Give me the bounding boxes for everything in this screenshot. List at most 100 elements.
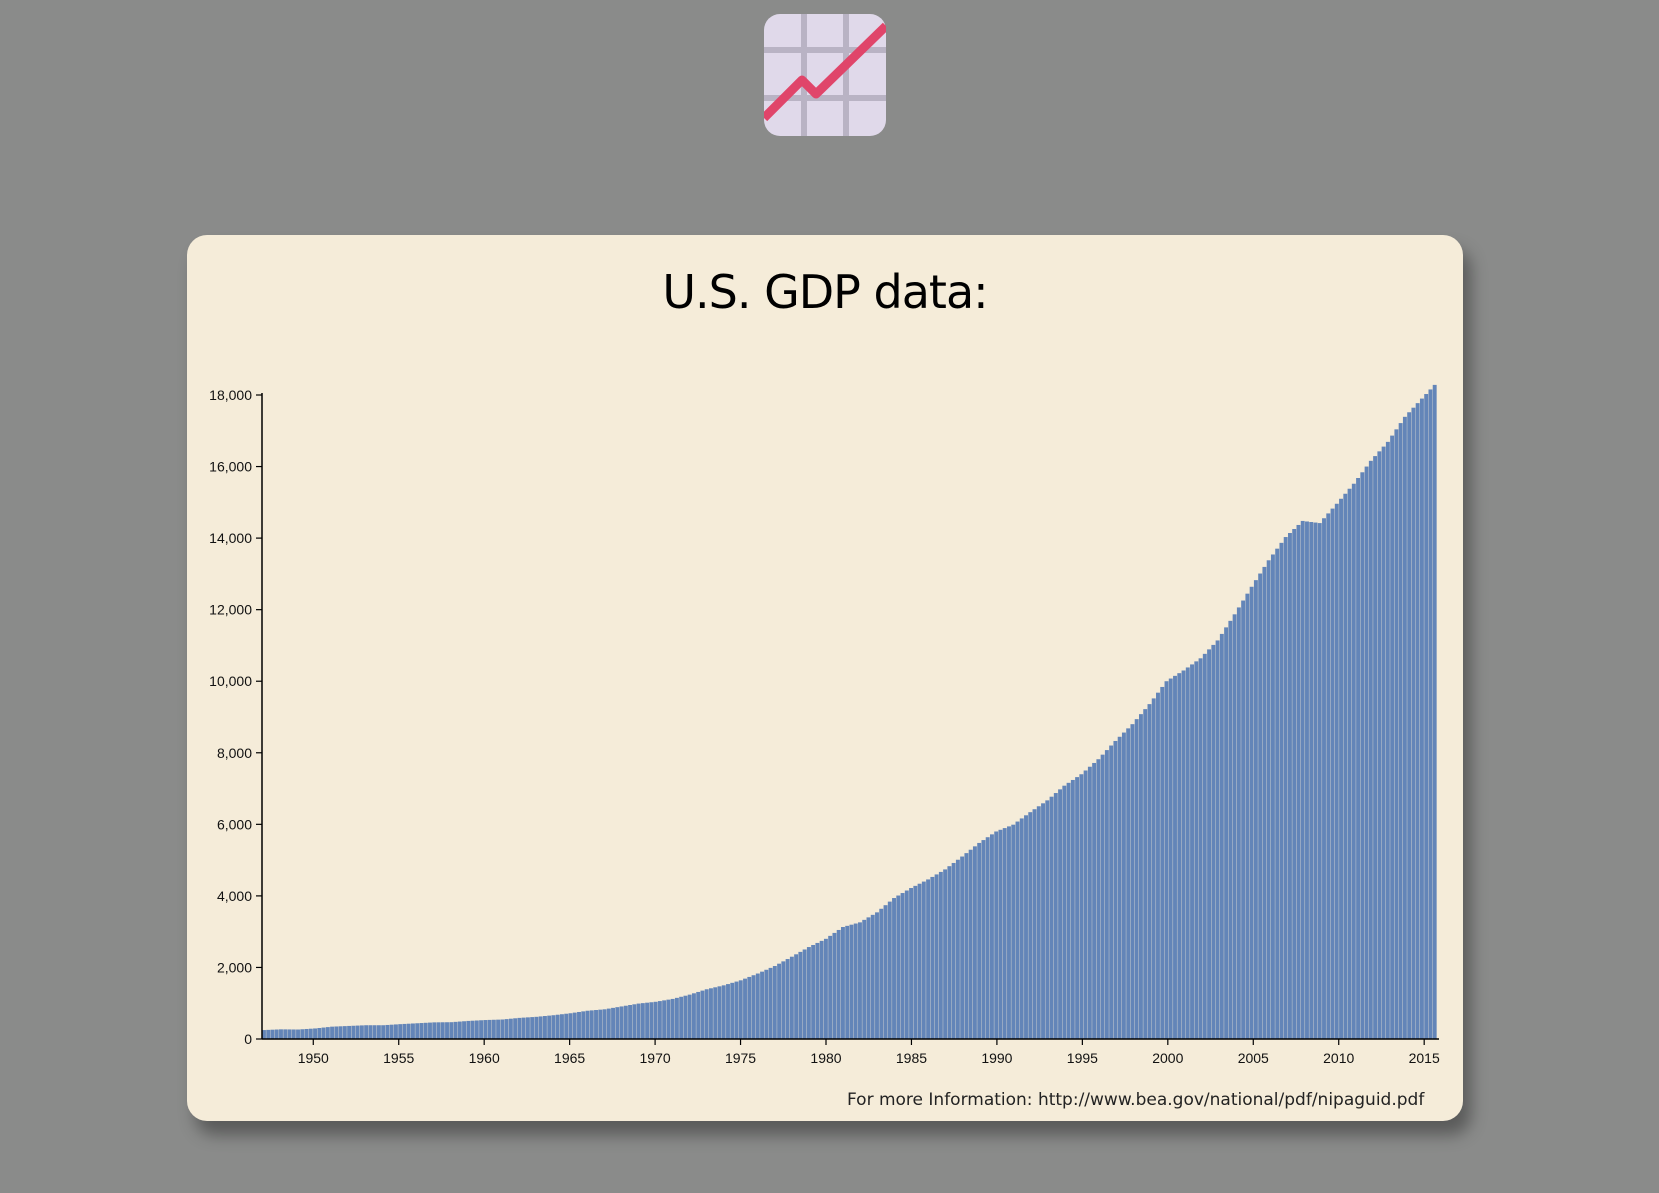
gdp-bar — [870, 914, 875, 1039]
gdp-bar — [955, 859, 960, 1039]
gdp-bar — [1202, 653, 1207, 1039]
gdp-bar — [500, 1019, 505, 1039]
gdp-bar — [1011, 824, 1016, 1039]
gdp-bar — [700, 990, 705, 1039]
gdp-bar — [1266, 560, 1271, 1039]
gdp-bar — [1432, 384, 1437, 1039]
gdp-bar — [453, 1021, 458, 1039]
gdp-bar — [538, 1016, 543, 1039]
gdp-bar — [347, 1025, 352, 1039]
gdp-bar — [564, 1013, 569, 1039]
gdp-bar — [1007, 826, 1011, 1039]
gdp-bar — [300, 1029, 305, 1039]
gdp-bar — [1104, 750, 1109, 1039]
gdp-bar — [517, 1017, 522, 1039]
gdp-bar — [1066, 782, 1071, 1039]
gdp-bar — [726, 984, 730, 1039]
gdp-bar — [1288, 533, 1292, 1039]
gdp-bar — [883, 905, 888, 1039]
gdp-bar — [1019, 818, 1024, 1039]
gdp-bar — [1356, 478, 1361, 1039]
gdp-bar — [351, 1025, 356, 1039]
logo-trend-line — [764, 22, 886, 122]
gdp-bar — [687, 994, 692, 1039]
gdp-bar — [1138, 714, 1143, 1039]
gdp-bar — [1343, 493, 1348, 1039]
gdp-bar — [1173, 675, 1177, 1039]
gdp-bar — [1232, 614, 1237, 1039]
gdp-bar — [321, 1027, 326, 1039]
gdp-bar — [1109, 745, 1114, 1039]
gdp-bar — [764, 969, 769, 1039]
gdp-bar — [440, 1022, 445, 1039]
gdp-bar — [287, 1029, 292, 1039]
gdp-bar — [657, 1001, 662, 1039]
gdp-bar — [1198, 658, 1203, 1039]
y-tick-label: 0 — [244, 1031, 252, 1047]
gdp-bar — [1322, 518, 1326, 1039]
gdp-bar — [1041, 803, 1045, 1039]
gdp-bar — [802, 949, 807, 1039]
gdp-bar — [666, 999, 671, 1039]
x-tick-label: 1975 — [725, 1050, 756, 1066]
gdp-bar — [1258, 573, 1263, 1039]
gdp-bar — [589, 1010, 594, 1039]
gdp-bar — [406, 1023, 411, 1039]
gdp-bar — [1313, 522, 1318, 1039]
gdp-bar — [875, 912, 879, 1039]
gdp-bar — [496, 1019, 501, 1039]
gdp-bar — [385, 1024, 390, 1039]
gdp-bar — [423, 1022, 428, 1039]
gdp-bar — [649, 1002, 654, 1039]
x-tick-label: 2015 — [1409, 1050, 1440, 1066]
gdp-bar — [547, 1015, 552, 1039]
chart-increasing-icon — [764, 14, 886, 136]
gdp-bar — [1126, 728, 1131, 1039]
footer-info-link[interactable]: For more Information: http://www.bea.gov… — [847, 1090, 1425, 1110]
gdp-bar — [436, 1022, 441, 1039]
gdp-bar — [1368, 460, 1373, 1039]
gdp-bar — [1407, 412, 1412, 1039]
gdp-bar — [1117, 736, 1122, 1039]
gdp-bar — [977, 842, 982, 1039]
y-tick-label: 16,000 — [209, 459, 252, 475]
gdp-bar — [508, 1018, 513, 1039]
gdp-bar — [1377, 451, 1382, 1040]
gdp-bar — [1275, 548, 1280, 1039]
gdp-bar — [853, 923, 858, 1039]
gdp-bar — [542, 1016, 547, 1039]
gdp-bar — [334, 1026, 339, 1039]
gdp-bar — [602, 1009, 607, 1039]
gdp-bar — [713, 987, 718, 1039]
gdp-bar — [947, 866, 952, 1039]
gdp-bar — [1224, 627, 1229, 1039]
gdp-bar — [777, 963, 782, 1039]
x-tick-label: 2000 — [1152, 1050, 1183, 1066]
gdp-bar — [628, 1005, 633, 1039]
gdp-bar — [1036, 806, 1041, 1039]
gdp-bar — [572, 1012, 577, 1039]
x-tick-label: 1980 — [810, 1050, 841, 1066]
gdp-bar — [1177, 673, 1182, 1039]
gdp-bar — [398, 1024, 403, 1039]
gdp-bar — [304, 1028, 309, 1039]
x-tick-label: 2010 — [1323, 1050, 1354, 1066]
gdp-bar — [1364, 466, 1369, 1039]
gdp-bar — [1279, 542, 1284, 1039]
gdp-bar — [1121, 732, 1126, 1039]
gdp-bar — [411, 1023, 415, 1039]
gdp-bar — [683, 995, 688, 1039]
gdp-bar — [930, 876, 935, 1039]
gdp-bar — [1062, 785, 1067, 1039]
gdp-bar — [964, 853, 969, 1039]
x-tick-label: 1985 — [896, 1050, 927, 1066]
gdp-bar — [283, 1029, 288, 1039]
gdp-bar — [479, 1020, 484, 1039]
gdp-bar — [1373, 456, 1378, 1040]
gdp-bar — [1211, 644, 1216, 1039]
gdp-bar — [330, 1026, 335, 1039]
gdp-bar — [619, 1006, 624, 1039]
gdp-bar — [1024, 815, 1028, 1039]
gdp-bar — [772, 966, 777, 1039]
gdp-bar — [1219, 633, 1224, 1039]
